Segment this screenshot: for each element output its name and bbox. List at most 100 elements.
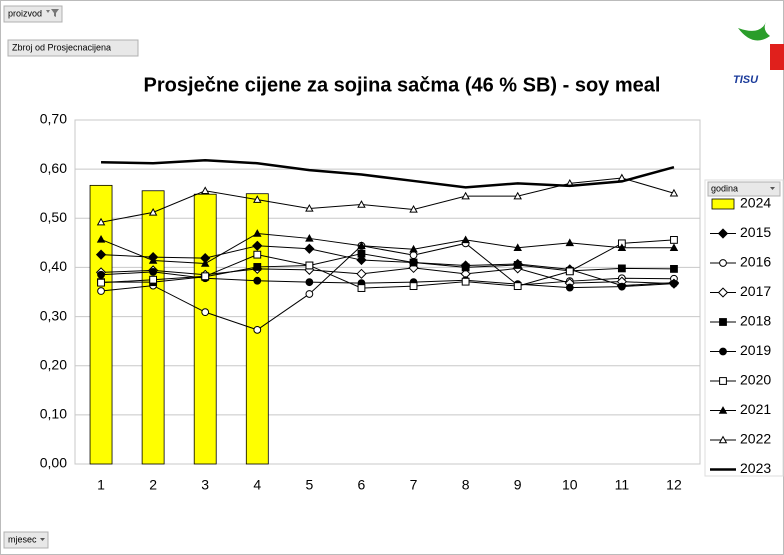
marker bbox=[461, 191, 470, 200]
marker bbox=[513, 243, 522, 251]
line bbox=[101, 159, 675, 189]
line bbox=[100, 242, 674, 331]
marker bbox=[96, 234, 106, 243]
x-tick-label: 1 bbox=[97, 477, 105, 493]
line bbox=[100, 177, 675, 223]
y-tick-label: 0,00 bbox=[40, 455, 67, 471]
legend-label: 2021 bbox=[740, 401, 771, 417]
y-tick-label: 0,40 bbox=[40, 258, 67, 274]
x-tick-label: 2 bbox=[149, 477, 157, 493]
marker bbox=[409, 244, 418, 253]
marker bbox=[149, 267, 158, 276]
value-button[interactable] bbox=[7, 39, 139, 57]
line bbox=[100, 233, 674, 265]
marker bbox=[717, 287, 729, 298]
marker bbox=[253, 250, 262, 259]
marker bbox=[357, 284, 366, 292]
marker bbox=[201, 272, 210, 281]
y-tick-label: 0,50 bbox=[40, 209, 67, 225]
axis-button[interactable] bbox=[3, 531, 49, 549]
marker bbox=[409, 205, 418, 213]
legend-label: 2018 bbox=[740, 313, 771, 329]
y-tick-label: 0,20 bbox=[40, 356, 67, 372]
marker bbox=[717, 228, 729, 239]
y-tick-label: 0,10 bbox=[40, 406, 67, 422]
marker bbox=[97, 278, 105, 287]
logo-text: TISU bbox=[733, 74, 759, 86]
dropdown-icon bbox=[770, 187, 775, 190]
marker bbox=[148, 256, 158, 264]
marker bbox=[718, 435, 728, 444]
marker bbox=[719, 377, 727, 385]
marker bbox=[669, 188, 679, 197]
legend-box bbox=[704, 179, 784, 477]
marker bbox=[356, 254, 367, 266]
x-tick-label: 5 bbox=[305, 477, 313, 493]
marker bbox=[304, 243, 315, 254]
x-tick-label: 6 bbox=[358, 477, 366, 493]
value-button-label: Zbroj od Prosjecnacijena bbox=[12, 42, 111, 52]
marker bbox=[461, 277, 470, 286]
marker bbox=[513, 261, 522, 269]
logo-block bbox=[770, 44, 784, 70]
marker bbox=[513, 191, 522, 200]
filter-button-label: proizvod bbox=[8, 8, 42, 18]
marker bbox=[565, 267, 574, 276]
plot-border bbox=[74, 119, 701, 465]
marker bbox=[305, 204, 314, 212]
bar bbox=[89, 184, 113, 465]
legend-label: 2019 bbox=[740, 342, 771, 358]
marker bbox=[97, 287, 105, 295]
marker bbox=[200, 186, 210, 194]
marker bbox=[305, 278, 314, 287]
marker bbox=[357, 249, 366, 258]
legend-label: 2024 bbox=[740, 195, 771, 211]
marker bbox=[253, 195, 262, 203]
x-tick-label: 9 bbox=[514, 477, 522, 493]
marker bbox=[409, 282, 418, 291]
marker bbox=[617, 282, 626, 291]
marker bbox=[357, 241, 366, 250]
marker bbox=[305, 234, 314, 242]
marker bbox=[617, 264, 626, 273]
legend-title: godina bbox=[711, 183, 738, 193]
marker bbox=[718, 406, 728, 414]
marker bbox=[670, 236, 678, 244]
legend-swatch bbox=[711, 198, 735, 210]
marker bbox=[719, 259, 727, 267]
x-tick-label: 4 bbox=[253, 477, 261, 493]
y-tick-label: 0,70 bbox=[40, 111, 67, 127]
marker bbox=[565, 283, 574, 292]
marker bbox=[253, 263, 262, 271]
marker bbox=[669, 243, 679, 251]
filter-icon bbox=[46, 9, 59, 17]
legend-label: 2022 bbox=[740, 431, 771, 447]
x-tick-label: 3 bbox=[201, 477, 209, 493]
bar bbox=[193, 193, 217, 465]
marker bbox=[670, 279, 678, 288]
dropdown-icon bbox=[40, 538, 45, 541]
marker bbox=[253, 325, 262, 334]
marker bbox=[356, 268, 367, 279]
marker bbox=[97, 270, 105, 279]
legend-button[interactable] bbox=[707, 181, 781, 197]
marker bbox=[149, 275, 158, 284]
marker bbox=[617, 243, 627, 251]
legend-label: 2020 bbox=[740, 372, 771, 388]
chart-title: Prosječne cijene za sojina sačma (46 % S… bbox=[144, 74, 661, 96]
marker bbox=[719, 347, 727, 356]
line bbox=[101, 245, 674, 287]
legend-label: 2023 bbox=[740, 460, 771, 476]
marker bbox=[461, 235, 470, 244]
line bbox=[101, 239, 674, 289]
marker bbox=[96, 217, 106, 226]
marker bbox=[409, 251, 418, 260]
x-tick-label: 7 bbox=[410, 477, 418, 493]
marker bbox=[253, 229, 262, 237]
axis-button-label: mjesec bbox=[8, 534, 37, 544]
legend-label: 2016 bbox=[740, 254, 771, 270]
marker bbox=[148, 207, 158, 216]
bar bbox=[141, 190, 165, 465]
